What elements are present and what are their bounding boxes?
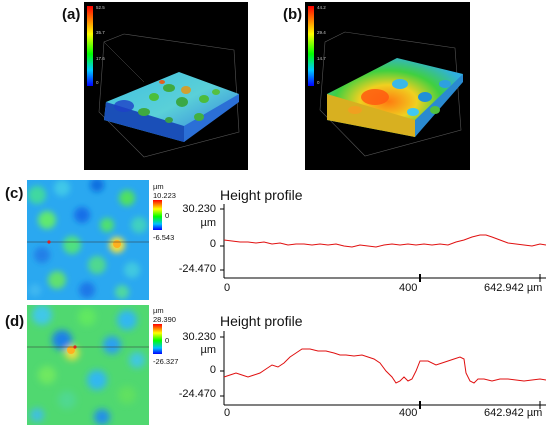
panel-b-scale-tick-4: 0 [317,80,320,85]
panel-c-profile-x-mid: 400 [399,282,418,294]
panel-a-scale-tick-1: 52.5 [96,5,105,10]
panel-d-label: (d) [5,313,25,330]
panel-d-profile-x-start: 0 [224,407,231,419]
panel-c-colorbar-unit: µm [153,182,164,191]
panel-b-scale-tick-2: 29.4 [317,30,326,35]
panel-d-colorbar-mid: 0 [165,336,170,345]
panel-d-profile-y-mid: 0 [209,364,216,376]
panel-d-profile-y-top: 30.230 [182,331,216,343]
panel-a-scale-tick-4: 0 [96,80,99,85]
panel-d-colorbar-unit: µm [153,306,164,315]
panel-a-label: (a) [62,6,81,23]
panel-c-colorbar-min: -6.543 [153,233,175,242]
panel-c-colorbar-mid: 0 [165,211,170,220]
panel-c-profile-plot [220,204,546,282]
panel-a-scale-tick-3: 17.6 [96,56,105,61]
panel-b-scale-tick-3: 14.7 [317,56,326,61]
panel-b-3d-surface: 44.2 29.4 14.7 0 [305,2,470,170]
panel-d-profile-line [223,348,546,384]
panel-c-profile-y-bottom: -24.470 [178,263,216,275]
panel-d-profile-plot [220,331,546,409]
panel-d-profile-x-end: 642.942 µm [484,407,543,419]
panel-c-profile-title: Height profile [220,187,303,203]
panel-c-height-map [27,180,149,300]
panel-b-scale-tick-1: 44.2 [317,5,326,10]
panel-d-colorbar [153,324,162,354]
panel-c-colorbar-max: 10.223 [153,191,176,200]
panel-c-profile-y-top: 30.230 [182,203,216,215]
panel-c-profile-x-start: 0 [224,282,231,294]
panel-d-profile-y-bottom: -24.470 [178,388,216,400]
panel-b-label: (b) [283,6,303,23]
panel-c-profile-x-end: 642.942 µm [484,282,543,294]
panel-c-profile-y-mid: 0 [209,238,216,250]
panel-d-height-map [27,305,149,425]
panel-a-3d-surface: 52.5 35.7 17.6 0 [84,2,248,170]
panel-c-profile-line [223,234,546,248]
panel-d-profile-title: Height profile [220,313,303,329]
panel-a-scale-tick-2: 35.7 [96,30,105,35]
panel-d-profile-x-mid: 400 [399,407,418,419]
panel-c-label: (c) [5,185,24,202]
panel-d-profile-y-unit: µm [200,344,216,356]
panel-d-colorbar-min: -26.327 [153,357,179,366]
panel-c-colorbar [153,200,162,230]
panel-c-profile-y-unit: µm [200,217,216,229]
panel-d-colorbar-max: 28.390 [153,315,176,324]
